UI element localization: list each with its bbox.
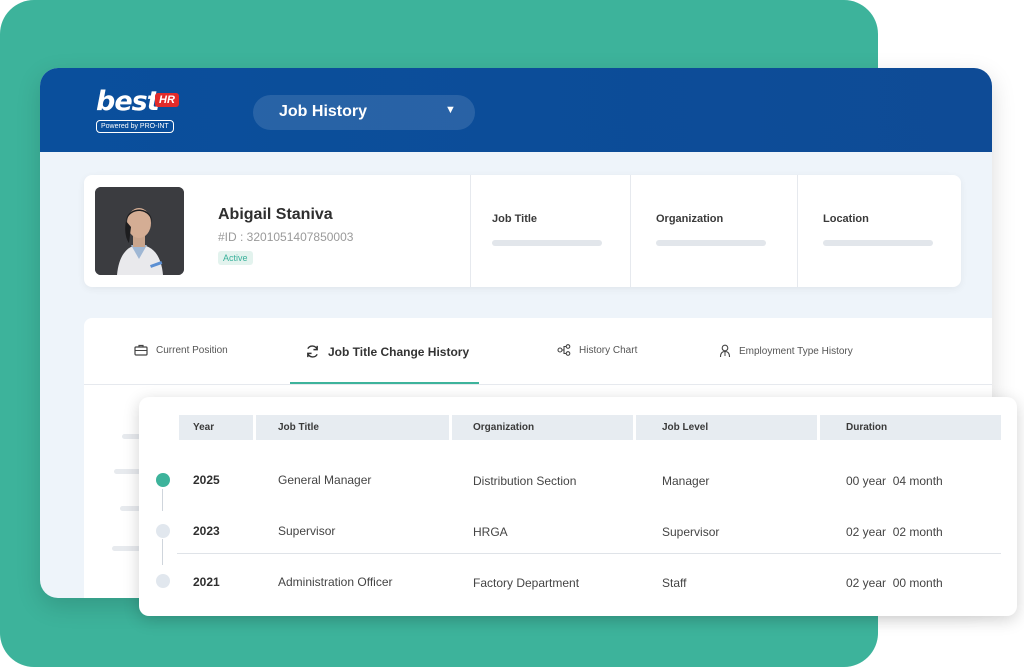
- tab-job-title-change-history-label: Job Title Change History: [328, 344, 470, 359]
- location-placeholder: [823, 240, 933, 246]
- logo-wordmark: best: [96, 86, 160, 117]
- column-header-year[interactable]: Year: [179, 415, 253, 440]
- column-header-job-level[interactable]: Job Level: [636, 415, 817, 440]
- tab-current-position[interactable]: Current Position: [134, 344, 228, 356]
- row-2023-organization: HRGA: [473, 525, 508, 539]
- job-title-label: Job Title: [492, 213, 538, 225]
- job-history-table: Year Job Title Organization Job Level Du…: [139, 397, 1017, 616]
- tab-history-chart-label: History Chart: [579, 344, 638, 356]
- timeline-dot-current: [156, 473, 170, 487]
- column-header-organization[interactable]: Organization: [452, 415, 633, 440]
- employee-photo-icon: [95, 187, 184, 275]
- job-title-field: Job Title: [470, 175, 630, 287]
- tab-employment-type-history-label: Employment Type History: [739, 345, 853, 357]
- column-header-duration[interactable]: Duration: [820, 415, 1001, 440]
- module-dropdown-label: Job History: [279, 103, 368, 120]
- status-badge: Active: [218, 251, 253, 265]
- timeline-connector: [162, 489, 163, 511]
- row-2021-year: 2021: [193, 575, 220, 589]
- tab-history-chart[interactable]: History Chart: [557, 344, 637, 356]
- organization-placeholder: [656, 240, 766, 246]
- user-badge-icon: [719, 344, 731, 358]
- row-2025-year: 2025: [193, 473, 220, 487]
- employee-name: Abigail Staniva: [218, 206, 333, 223]
- row-2025-job-level: Manager: [662, 474, 710, 488]
- row-2023-year: 2023: [193, 524, 220, 538]
- logo-hr-badge: HR: [155, 93, 179, 107]
- row-2021-organization: Factory Department: [473, 576, 580, 590]
- tab-current-position-label: Current Position: [156, 344, 228, 356]
- caret-down-icon: ▼: [445, 104, 456, 116]
- employee-id: #ID : 3201051407850003: [218, 230, 354, 244]
- organization-field: Organization: [630, 175, 797, 287]
- employee-profile-card: Abigail Staniva #ID : 3201051407850003 A…: [84, 175, 961, 287]
- tab-employment-type-history[interactable]: Employment Type History: [719, 344, 853, 358]
- avatar: [95, 187, 184, 275]
- timeline-connector: [162, 539, 163, 565]
- module-dropdown[interactable]: Job History ▼: [253, 95, 475, 130]
- row-2025-duration: 00 year 04 month: [846, 474, 943, 488]
- timeline-dot: [156, 524, 170, 538]
- flow-chart-icon: [557, 344, 571, 356]
- tab-divider: [84, 384, 992, 385]
- refresh-icon: [307, 345, 318, 358]
- logo-powered-by: Powered by PRO-INT: [96, 120, 174, 133]
- location-label: Location: [823, 213, 869, 225]
- row-2023-duration: 02 year 02 month: [846, 525, 943, 539]
- row-divider: [177, 553, 1001, 554]
- row-2023-job-title[interactable]: Supervisor: [278, 524, 336, 538]
- briefcase-icon: [134, 344, 148, 356]
- job-title-placeholder: [492, 240, 602, 246]
- row-2021-duration: 02 year 00 month: [846, 576, 943, 590]
- tab-job-title-change-history[interactable]: Job Title Change History: [305, 344, 469, 359]
- row-2025-job-title[interactable]: General Manager: [278, 473, 372, 487]
- app-header: best HR Powered by PRO-INT Job History ▼: [40, 68, 992, 152]
- location-field: Location: [797, 175, 961, 287]
- row-2021-job-level: Staff: [662, 576, 687, 590]
- timeline-dot: [156, 574, 170, 588]
- column-header-job-title[interactable]: Job Title: [256, 415, 449, 440]
- row-2021-job-title[interactable]: Administration Officer: [278, 575, 393, 589]
- organization-label: Organization: [656, 213, 724, 225]
- row-2023-job-level: Supervisor: [662, 525, 720, 539]
- best-hr-logo[interactable]: best HR Powered by PRO-INT: [96, 86, 186, 136]
- row-2025-organization: Distribution Section: [473, 474, 577, 488]
- active-tab-indicator: [290, 382, 479, 385]
